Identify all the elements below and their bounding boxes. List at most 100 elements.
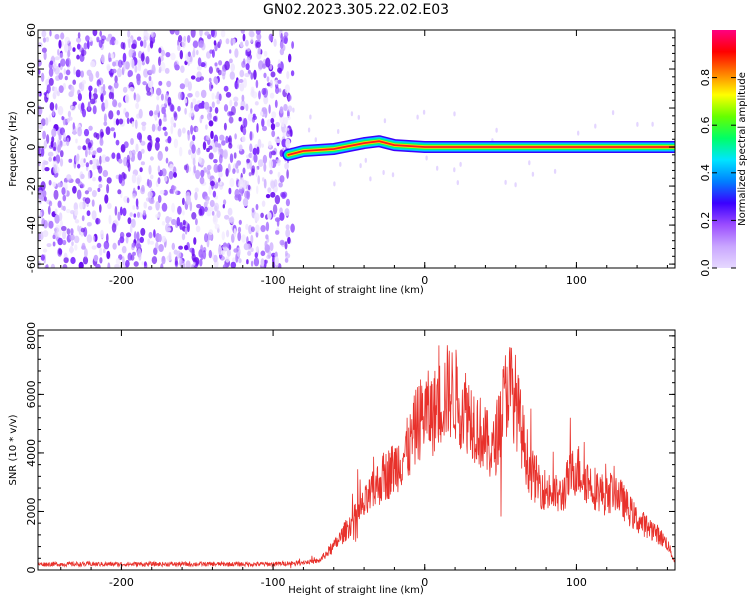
spectrogram-y-tick-label: 0	[25, 144, 38, 151]
spectrogram-noise-cell	[279, 239, 285, 246]
spectrogram-noise-cell	[284, 257, 289, 263]
spectrogram-noise-cell	[214, 202, 220, 212]
spectrogram-noise-cell	[223, 246, 228, 252]
spectrogram-noise-cell	[189, 247, 195, 253]
spectrogram-noise-cell	[185, 163, 189, 174]
spectrogram-noise-cell	[183, 35, 187, 43]
spectrogram-noise-cell	[265, 57, 271, 68]
spectrogram-noise-cell	[230, 261, 237, 268]
spectrogram-noise-cell	[170, 52, 176, 61]
spectrogram-noise-cell	[269, 169, 273, 175]
spectrogram-noise-cell	[168, 170, 174, 180]
spectrogram-noise-cell	[77, 93, 82, 102]
spectrogram-noise-cell	[261, 200, 266, 207]
spectrogram-noise-cell	[68, 158, 73, 163]
spectrogram-noise-cell	[62, 205, 66, 212]
spectrogram-noise-cell	[206, 209, 212, 217]
spectrogram-noise-cell	[239, 82, 245, 92]
spectrogram-noise-cell	[66, 228, 71, 235]
spectrogram-noise-cell	[285, 228, 291, 238]
spectrogram-noise-cell	[255, 79, 259, 89]
spectrogram-noise-cell	[140, 227, 146, 236]
spectrogram-noise-cell	[262, 63, 266, 69]
spectrogram-noise-cell	[164, 131, 168, 137]
spectrogram-noise-cell	[278, 88, 282, 93]
spectrogram-noise-cell	[164, 146, 169, 152]
spectrogram-noise-cell	[269, 63, 273, 70]
spectrogram-noise-cell	[196, 49, 199, 56]
snr-y-axis-label: SNR (10 * v/v)	[8, 414, 19, 485]
spectrogram-noise-cell	[116, 109, 121, 116]
spectrogram-noise-cell	[46, 93, 50, 98]
spectrogram-noise-cell	[148, 165, 152, 175]
spectrogram-noise-cell	[96, 165, 101, 170]
spectrogram-noise-cell	[147, 179, 153, 188]
spectrogram-noise-cell	[209, 81, 213, 92]
spectrogram-noise-cell	[225, 168, 229, 177]
spectrogram-noise-cell	[48, 114, 52, 123]
spectrogram-noise-cell	[218, 60, 223, 66]
spectrogram-noise-cell	[105, 156, 110, 162]
spectrogram-noise-cell	[170, 104, 175, 112]
spectrogram-noise-cell	[143, 39, 147, 49]
spectrogram-noise-cell	[103, 248, 106, 254]
spectrogram-noise-cell	[245, 39, 249, 47]
spectrogram-noise-cell	[62, 194, 67, 202]
spectrogram-noise-cell	[226, 229, 230, 238]
spectrogram-noise-cell	[242, 167, 246, 175]
spectrogram-noise-cell	[226, 249, 231, 257]
spectrogram-noise-cell	[153, 229, 156, 238]
spectrogram-noise-cell	[113, 131, 116, 139]
spectrogram-noise-cell	[122, 86, 128, 93]
spectrogram-noise-cell	[495, 127, 498, 133]
spectrogram-noise-cell	[192, 257, 197, 263]
spectrogram-noise-cell	[106, 177, 112, 184]
spectrogram-noise-cell	[39, 211, 43, 217]
spectrogram-noise-cell	[161, 221, 165, 226]
spectrogram-noise-cell	[211, 252, 214, 260]
spectrogram-noise-cell	[114, 264, 120, 268]
spectrogram-noise-cell	[82, 256, 89, 265]
spectrogram-noise-cell	[174, 64, 180, 71]
spectrogram-noise-cell	[212, 190, 217, 198]
spectrogram-noise-cell	[70, 85, 75, 95]
spectrogram-noise-cell	[245, 103, 249, 112]
spectrogram-noise-cell	[284, 208, 290, 217]
spectrogram-noise-cell	[52, 109, 55, 117]
spectrogram-noise-cell	[187, 51, 191, 57]
spectrogram-noise-cell	[173, 112, 178, 121]
spectrogram-noise-cell	[200, 89, 207, 99]
spectrogram-noise-cell	[263, 163, 267, 172]
spectrogram-noise-cell	[141, 124, 146, 132]
spectrogram-noise-cell	[212, 115, 217, 122]
spectrogram-noise-cell	[77, 32, 81, 39]
colorbar-tick-label: 0.2	[699, 212, 712, 230]
spectrogram-noise-cell	[124, 94, 130, 104]
spectrogram-noise-cell	[283, 103, 288, 112]
spectrogram-noise-cell	[131, 121, 135, 128]
spectrogram-noise-cell	[244, 72, 250, 78]
spectrogram-noise-cell	[195, 225, 201, 233]
spectrogram-noise-cell	[171, 242, 175, 250]
spectrogram-noise-cell	[148, 231, 153, 239]
spectrogram-noise-cell	[95, 217, 99, 225]
spectrogram-noise-cell	[86, 234, 93, 244]
colorbar-tick-label: 0.8	[699, 69, 712, 87]
spectrogram-noise-cell	[162, 126, 167, 131]
snr-x-tick-label: -200	[109, 576, 134, 589]
spectrogram-noise-cell	[67, 110, 71, 118]
spectrogram-noise-cell	[99, 155, 102, 165]
spectrogram-noise-cell	[38, 145, 41, 155]
spectrogram-noise-cell	[238, 258, 242, 264]
spectrogram-noise-cell	[80, 49, 87, 56]
spectrogram-noise-cell	[81, 242, 86, 250]
spectrogram-noise-cell	[141, 184, 145, 192]
spectrogram-noise-cell	[198, 208, 203, 217]
spectrogram-noise-cell	[255, 41, 261, 48]
spectrogram-noise-cell	[284, 241, 288, 250]
spectrogram-noise-cell	[98, 175, 102, 182]
spectrogram-noise-cell	[41, 30, 47, 38]
spectrogram-noise-cell	[143, 261, 147, 267]
spectrogram-noise-cell	[169, 30, 175, 35]
spectrogram-noise-cell	[256, 146, 260, 155]
